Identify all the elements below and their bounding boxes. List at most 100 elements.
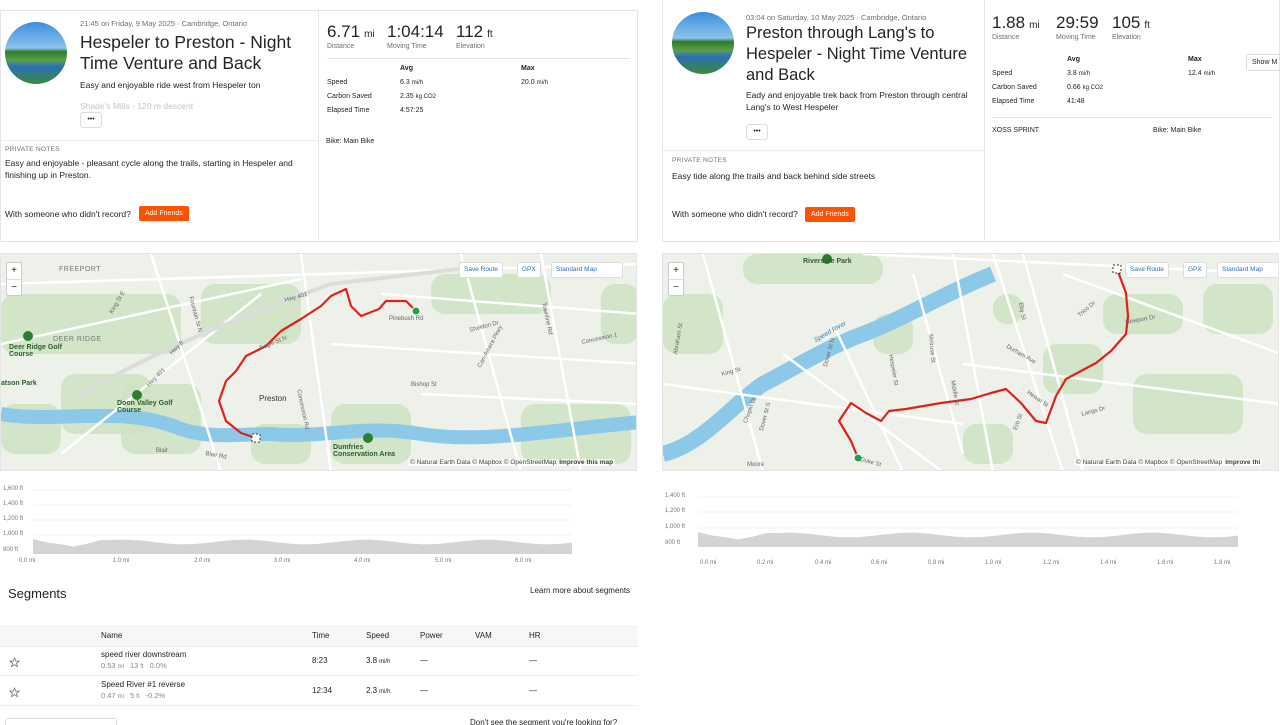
- zoom-in-button[interactable]: +: [673, 265, 679, 276]
- stat-value: 112: [456, 22, 484, 41]
- route-line: [217, 287, 417, 440]
- device: XOSS SPRINT: [992, 127, 1040, 134]
- show-more-button[interactable]: Show M: [1246, 54, 1280, 71]
- column-header: Power: [420, 631, 443, 640]
- road: [962, 362, 1278, 405]
- stat-unit: ft: [1144, 20, 1150, 31]
- max-value: 20.0: [521, 79, 535, 86]
- x-tick-label: 0.4 mi: [815, 560, 832, 566]
- activity-panel: 21:45 on Friday, 9 May 2025 · Cambridge,…: [0, 0, 638, 725]
- stat: 29:59: [1056, 13, 1099, 33]
- activity-card: [0, 10, 638, 242]
- stat-label: Distance: [327, 43, 355, 50]
- row-label: Elapsed Time: [327, 107, 370, 114]
- segment-time: 8:23: [312, 656, 328, 665]
- avatar[interactable]: [5, 22, 67, 84]
- separator: [0, 140, 318, 141]
- road: [782, 352, 943, 470]
- road: [420, 392, 636, 406]
- learn-more-link[interactable]: Learn more about segments: [530, 586, 631, 595]
- x-tick-label: 6.0 mi: [515, 558, 532, 564]
- avg-value: 0.66: [1067, 84, 1081, 91]
- gpx-button[interactable]: GPX: [517, 262, 541, 278]
- segment-power: —: [420, 656, 428, 665]
- table-header: Max: [521, 65, 535, 72]
- improve-map-link: Improve thi: [1225, 459, 1261, 466]
- x-tick-label: 0.0 mi: [700, 560, 717, 566]
- gpx-button[interactable]: GPX: [1183, 262, 1207, 278]
- park: [1133, 374, 1243, 434]
- separator: [992, 117, 1272, 118]
- segment-details: 0.47 mi 5 ft -0.2%: [101, 691, 165, 700]
- segments-title: Segments: [8, 586, 67, 601]
- avatar[interactable]: [672, 12, 734, 74]
- activity-description: Easy and enjoyable ride west from Hespel…: [80, 80, 261, 90]
- elevation-chart: 1,400 ft 1,200 ft 1,000 ft 800 ft 0.0 mi 0.2 …: [662, 480, 1279, 572]
- row-max: 12.4 mi/h: [1188, 70, 1215, 77]
- separator: [662, 150, 984, 151]
- road: [663, 382, 964, 426]
- segment-hr: —: [529, 656, 537, 665]
- add-friends-button[interactable]: Add Friends: [139, 206, 189, 221]
- row-avg: 2.35 kg CO2: [400, 93, 436, 100]
- stat-label: Moving Time: [387, 43, 427, 50]
- x-tick-label: 4.0 mi: [354, 558, 371, 564]
- footer-button[interactable]: [5, 718, 117, 725]
- y-tick-label: 1,600 ft: [3, 486, 24, 492]
- route-line: [837, 268, 1130, 459]
- bike: Bike: Main Bike: [1153, 127, 1202, 134]
- stat-value: 6.71: [327, 22, 361, 41]
- row-avg: 41:48: [1067, 98, 1085, 105]
- speed-value: 2.3: [366, 686, 378, 695]
- segment-name[interactable]: speed river downstream: [101, 650, 187, 659]
- segment-hr: —: [529, 686, 537, 695]
- road: [149, 254, 222, 470]
- stat-label: Elevation: [1112, 34, 1141, 41]
- zoom-out-button[interactable]: −: [7, 279, 21, 296]
- save-route-button[interactable]: Save Route: [459, 262, 503, 278]
- map-style-dropdown[interactable]: Standard Map: [551, 262, 623, 278]
- y-tick-label: 1,400 ft: [3, 501, 24, 507]
- road: [330, 342, 636, 365]
- column-header: HR: [529, 631, 541, 640]
- save-route-button[interactable]: Save Route: [1125, 262, 1169, 278]
- more-button[interactable]: •••: [80, 112, 102, 128]
- segment-name[interactable]: Speed River #1 reverse: [101, 680, 186, 689]
- road: [862, 254, 1278, 276]
- avg-unit: mi/h: [1078, 71, 1091, 77]
- star-icon[interactable]: [8, 685, 21, 698]
- zoom-out-button[interactable]: −: [669, 279, 683, 296]
- add-friends-button[interactable]: Add Friends: [805, 207, 855, 222]
- road: [60, 293, 262, 455]
- row-avg: 0.66 kg CO2: [1067, 84, 1103, 91]
- stat: 1:04:14: [387, 22, 444, 42]
- column-header: Time: [312, 631, 330, 640]
- map-style-dropdown[interactable]: Standard Map: [1217, 262, 1278, 278]
- road: [380, 292, 636, 315]
- column-header: VAM: [475, 631, 492, 640]
- map: FREEPORT King St E Fountain St N Hwy 8 Hwy 4…: [0, 253, 637, 471]
- speed-unit: mi/h: [379, 659, 391, 665]
- table-header: Avg: [1067, 56, 1080, 63]
- activity-description: Eady and enjoyable trek back from Presto…: [746, 90, 968, 112]
- column-header: Name: [101, 631, 123, 640]
- y-tick-label: 1,400 ft: [665, 493, 686, 499]
- y-tick-label: 800 ft: [3, 547, 19, 553]
- star-icon[interactable]: [8, 655, 21, 668]
- stat: 6.71 mi: [327, 22, 375, 45]
- road: [911, 273, 965, 455]
- segment-row: [0, 676, 638, 706]
- bike: Bike: Main Bike: [326, 138, 375, 145]
- zoom-in-button[interactable]: +: [11, 265, 17, 276]
- elevation-chart: 1,600 ft 1,400 ft 1,200 ft 1,000 ft 800 ft 0.…: [0, 478, 637, 570]
- stat-value: 105: [1112, 13, 1141, 32]
- activity-title: Preston through Lang's to Hespeler - Nig…: [746, 24, 968, 84]
- map-label: Preston: [259, 394, 287, 403]
- more-button[interactable]: •••: [746, 124, 768, 140]
- separator: [327, 58, 630, 59]
- poi-icon: [132, 390, 142, 400]
- park: [1203, 284, 1273, 334]
- map-label: FREEPORT: [59, 266, 101, 273]
- y-tick-label: 800 ft: [665, 540, 681, 546]
